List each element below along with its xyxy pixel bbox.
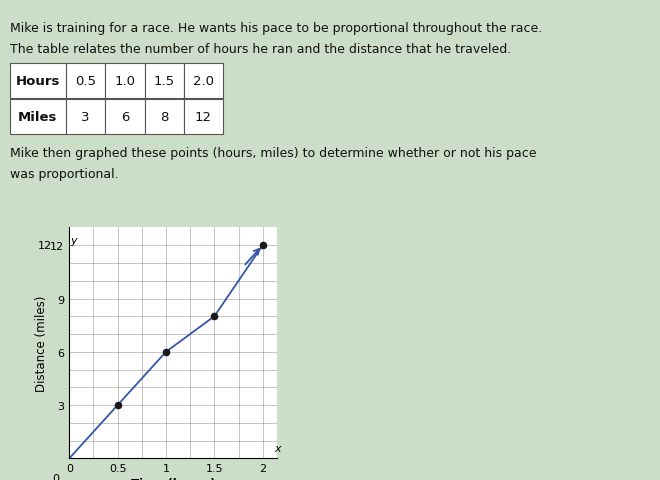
Text: Mike then graphed these points (hours, miles) to determine whether or not his pa: Mike then graphed these points (hours, m… [10,146,537,159]
Text: was proportional.: was proportional. [10,168,119,181]
Point [209,313,220,321]
Point [112,401,123,409]
FancyBboxPatch shape [9,100,66,134]
Text: 2.0: 2.0 [193,75,214,88]
Text: 1.5: 1.5 [154,75,175,88]
X-axis label: Time (hours): Time (hours) [131,478,216,480]
Text: 6: 6 [121,110,129,123]
FancyBboxPatch shape [66,64,106,99]
FancyBboxPatch shape [106,64,145,99]
FancyBboxPatch shape [106,100,145,134]
Text: 3: 3 [81,110,90,123]
Y-axis label: Distance (miles): Distance (miles) [34,295,48,391]
FancyBboxPatch shape [145,100,183,134]
FancyBboxPatch shape [9,64,66,99]
Text: Mike is training for a race. He wants his pace to be proportional throughout the: Mike is training for a race. He wants hi… [10,22,542,35]
Text: 0.5: 0.5 [75,75,96,88]
FancyBboxPatch shape [66,100,106,134]
Point [161,348,172,356]
Text: y: y [70,236,77,246]
Text: 12: 12 [38,241,52,251]
Text: 8: 8 [160,110,168,123]
Text: Miles: Miles [18,110,57,123]
FancyBboxPatch shape [183,64,223,99]
Point [257,242,268,250]
Text: Hours: Hours [16,75,60,88]
Text: 0: 0 [52,473,59,480]
Text: The table relates the number of hours he ran and the distance that he traveled.: The table relates the number of hours he… [10,43,511,56]
Text: x: x [275,443,281,453]
FancyBboxPatch shape [183,100,223,134]
Text: 1.0: 1.0 [114,75,135,88]
Text: 12: 12 [195,110,212,123]
FancyBboxPatch shape [145,64,183,99]
